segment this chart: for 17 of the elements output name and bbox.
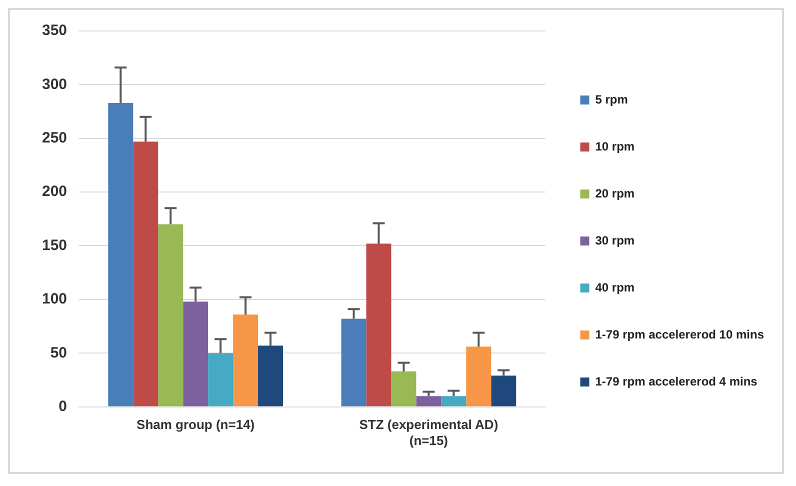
legend-label: 40 rpm xyxy=(595,280,635,294)
legend-label: 1-79 rpm accelererod 4 mins xyxy=(595,374,758,388)
x-tick-label: Sham group (n=14) xyxy=(136,417,255,432)
y-tick-label: 300 xyxy=(42,76,68,93)
legend-label: 30 rpm xyxy=(595,233,635,248)
y-tick-label: 100 xyxy=(42,290,68,308)
y-tick-label: 0 xyxy=(58,398,68,415)
legend-label: 5 rpm xyxy=(595,92,628,106)
legend-label: 20 rpm xyxy=(595,186,635,200)
legend-label: 1-79 rpm accelererod 10 mins xyxy=(595,327,764,342)
y-tick-label: 50 xyxy=(50,344,68,362)
x-tick-label: STZ (experimental AD) (n=15) xyxy=(359,417,498,448)
y-tick-label: 350 xyxy=(42,22,68,40)
y-tick-label: 150 xyxy=(42,236,68,254)
legend-label: 10 rpm xyxy=(595,139,635,154)
y-tick-label: 200 xyxy=(42,183,68,200)
y-tick-label: 250 xyxy=(42,130,68,147)
